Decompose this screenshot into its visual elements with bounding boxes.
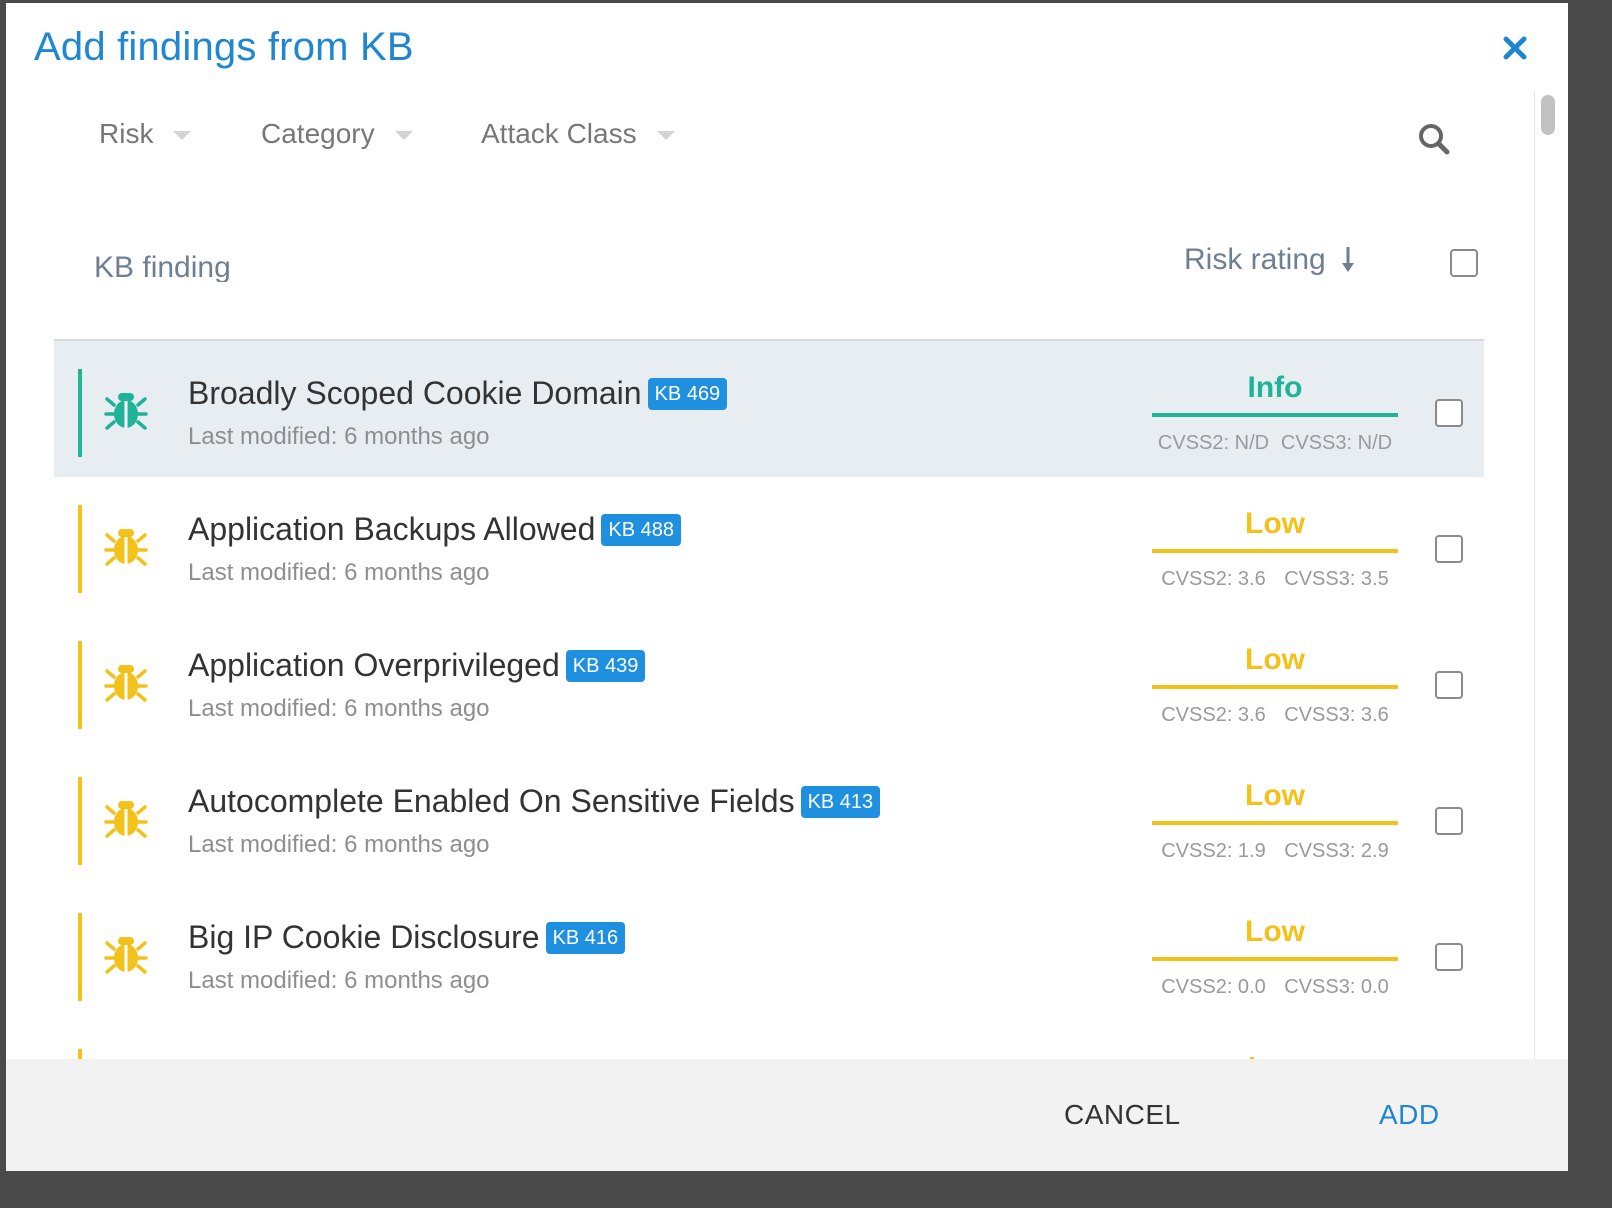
risk-color-bar <box>78 777 82 865</box>
findings-list: Broadly Scoped Cookie Domain KB 469 Last… <box>54 341 1484 1061</box>
risk-color-bar <box>78 913 82 1001</box>
cvss-scores: CVSS2: 1.9 CVSS3: 2.9 <box>1152 840 1398 863</box>
finding-title: Broadly Scoped Cookie Domain <box>188 375 642 411</box>
finding-title-line: Autocomplete Enabled On Sensitive Fields… <box>188 783 881 820</box>
attack-class-filter-dropdown[interactable]: Attack Class <box>481 118 675 150</box>
kb-badge: KB 416 <box>545 921 626 954</box>
category-filter-label: Category <box>261 118 375 149</box>
cvss3-score: CVSS3: 0.0 <box>1284 976 1389 998</box>
search-button[interactable] <box>1416 121 1452 157</box>
finding-title: Autocomplete Enabled On Sensitive Fields <box>188 783 795 819</box>
kb-badge: KB 488 <box>601 513 681 546</box>
last-modified: Last modified: 6 months ago <box>188 831 490 858</box>
attack-class-filter-label: Attack Class <box>481 118 637 149</box>
finding-select-checkbox[interactable] <box>1435 671 1463 699</box>
finding-row[interactable]: Big IP Cookie Disclosure KB 416 Last mod… <box>54 885 1484 1021</box>
scrollbar-track <box>1534 91 1552 1059</box>
cvss3-score: CVSS3: 3.6 <box>1284 704 1389 726</box>
risk-rating-label: Low <box>1152 915 1398 961</box>
risk-color-bar <box>78 369 82 457</box>
kb-badge: KB 439 <box>565 649 646 682</box>
add-button[interactable]: ADD <box>1379 1099 1440 1130</box>
kb-badge: KB 413 <box>800 785 881 818</box>
cvss-scores: CVSS2: 3.6 CVSS3: 3.5 <box>1152 568 1398 591</box>
cvss-scores: CVSS2: N/D CVSS3: N/D <box>1152 432 1398 455</box>
cvss2-score: CVSS2: 3.6 <box>1161 704 1266 726</box>
cvss3-score: CVSS3: 3.5 <box>1284 568 1389 590</box>
close-button[interactable] <box>1498 31 1532 65</box>
risk-filter-dropdown[interactable]: Risk <box>99 118 192 150</box>
add-findings-modal: Add findings from KB Risk Category Attac… <box>6 3 1568 1171</box>
bug-icon <box>104 387 148 431</box>
select-all-checkbox[interactable] <box>1450 249 1478 277</box>
arrow-down-icon <box>1341 247 1354 272</box>
finding-title-line: Big IP Cookie Disclosure KB 416 <box>188 919 626 956</box>
filter-bar: Risk Category Attack Class <box>6 118 1506 168</box>
finding-title: Big IP Cookie Disclosure <box>188 919 540 955</box>
risk-rating-label: Info <box>1152 371 1398 417</box>
finding-title-line: Application Overprivileged KB 439 <box>188 647 646 684</box>
kb-finding-column-header: KB finding <box>94 251 231 282</box>
risk-color-bar <box>78 505 82 593</box>
finding-row[interactable]: Application Backups Allowed KB 488 Last … <box>54 477 1484 613</box>
close-icon <box>1503 36 1527 60</box>
finding-select-checkbox[interactable] <box>1435 399 1463 427</box>
header-divider <box>54 339 1484 341</box>
scrollbar-thumb[interactable] <box>1541 95 1555 135</box>
risk-rating-label: Risk rating <box>1184 243 1326 276</box>
risk-color-bar <box>78 641 82 729</box>
finding-select-checkbox[interactable] <box>1435 807 1463 835</box>
finding-title-line: Broadly Scoped Cookie Domain KB 469 <box>188 375 728 412</box>
risk-rating-sort-header[interactable]: Risk rating <box>1184 243 1356 277</box>
risk-rating-label: Low <box>1152 643 1398 689</box>
bug-icon <box>104 659 148 703</box>
cvss2-score: CVSS2: 1.9 <box>1161 840 1266 862</box>
finding-title-line: Application Backups Allowed KB 488 <box>188 511 681 548</box>
last-modified: Last modified: 6 months ago <box>188 695 490 722</box>
finding-select-checkbox[interactable] <box>1435 535 1463 563</box>
chevron-down-icon <box>394 131 413 140</box>
finding-title: Application Overprivileged <box>188 647 560 683</box>
risk-filter-label: Risk <box>99 118 154 149</box>
risk-rating-label: Low <box>1152 779 1398 825</box>
cvss2-score: CVSS2: 3.6 <box>1161 568 1266 590</box>
modal-title: Add findings from KB <box>34 25 414 69</box>
risk-color-bar <box>78 1049 82 1061</box>
kb-badge: KB 469 <box>647 377 728 410</box>
cancel-button[interactable]: CANCEL <box>1064 1099 1181 1130</box>
cvss3-score: CVSS3: 2.9 <box>1284 840 1389 862</box>
last-modified: Last modified: 6 months ago <box>188 423 490 450</box>
chevron-down-icon <box>173 131 192 140</box>
cvss2-score: CVSS2: 0.0 <box>1161 976 1266 998</box>
bug-icon <box>104 931 148 975</box>
search-icon <box>1419 124 1450 155</box>
bug-icon <box>104 795 148 839</box>
finding-row-partial[interactable] <box>54 1021 1484 1061</box>
last-modified: Last modified: 6 months ago <box>188 967 490 994</box>
category-filter-dropdown[interactable]: Category <box>261 118 413 150</box>
cvss-scores: CVSS2: 0.0 CVSS3: 0.0 <box>1152 976 1398 999</box>
last-modified: Last modified: 6 months ago <box>188 559 490 586</box>
finding-row[interactable]: Autocomplete Enabled On Sensitive Fields… <box>54 749 1484 885</box>
chevron-down-icon <box>656 131 675 140</box>
cvss3-score: CVSS3: N/D <box>1280 432 1393 454</box>
finding-row[interactable]: Broadly Scoped Cookie Domain KB 469 Last… <box>54 341 1484 477</box>
finding-title: Application Backups Allowed <box>188 511 596 547</box>
finding-row[interactable]: Application Overprivileged KB 439 Last m… <box>54 613 1484 749</box>
backdrop <box>1568 0 1612 1208</box>
risk-rating-label: Low <box>1152 507 1398 553</box>
finding-select-checkbox[interactable] <box>1435 943 1463 971</box>
cvss-scores: CVSS2: 3.6 CVSS3: 3.6 <box>1152 704 1398 727</box>
bug-icon <box>104 523 148 567</box>
cvss2-score: CVSS2: N/D <box>1157 432 1270 454</box>
modal-footer: CANCEL ADD <box>6 1059 1568 1171</box>
